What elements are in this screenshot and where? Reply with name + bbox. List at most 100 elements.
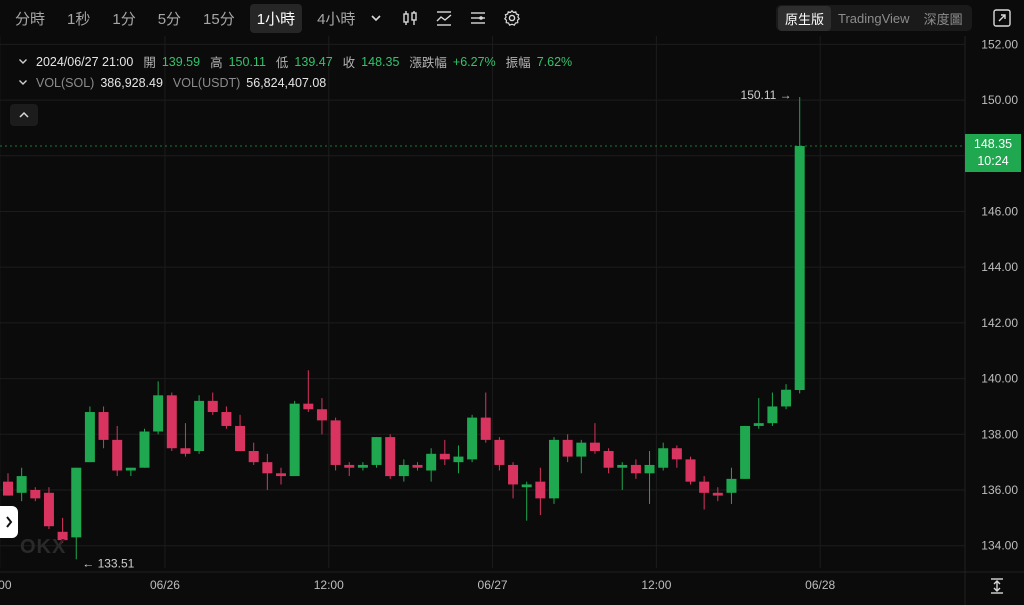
candlestick-type-icon[interactable]	[400, 8, 420, 28]
candle-up	[467, 417, 478, 460]
candle-up	[194, 400, 205, 452]
timeframe-tab-15m[interactable]: 15分	[203, 10, 235, 28]
max-price-label: 150.11 →	[741, 88, 792, 102]
timeframe-tab-1s[interactable]: 1秒	[67, 10, 91, 28]
candle-up	[767, 406, 778, 424]
chevron-down-icon[interactable]	[18, 55, 28, 69]
chevron-down-icon[interactable]	[18, 76, 28, 90]
candle-down	[98, 412, 109, 440]
open-label: 開	[143, 56, 156, 70]
candle-up	[16, 476, 27, 493]
timeframe-tab-1m[interactable]: 1分	[112, 10, 136, 28]
view-tab-native[interactable]: 原生版	[778, 5, 832, 31]
y-tick-label: 152.00	[981, 37, 1018, 51]
close-label: 收	[342, 56, 356, 70]
volume-info-row: VOL(SOL) 386,928.49 VOL(USDT) 56,824,407…	[18, 76, 336, 90]
candle-up	[521, 484, 532, 488]
chart-view-switch: 原生版 TradingView 深度圖	[776, 5, 972, 31]
chart-toolbar: 分時 1秒 1分 5分 15分 1小時 4小時	[0, 0, 1024, 36]
x-tick-label: 06/27	[478, 578, 508, 592]
timeframe-tab-intraday[interactable]: 分時	[15, 10, 46, 28]
fullscreen-icon	[993, 9, 1011, 27]
candle-down	[207, 400, 218, 413]
candle-down	[276, 473, 286, 477]
timeframe-tab-1h[interactable]: 1小時	[249, 3, 303, 33]
candle-up	[125, 467, 136, 471]
min-price-label: ← 133.51	[82, 556, 134, 570]
vertical-resize-icon	[991, 578, 1003, 594]
fullscreen-button[interactable]	[990, 6, 1014, 30]
candle-down	[699, 481, 710, 493]
candle-up	[153, 395, 164, 432]
y-tick-label: 138.00	[981, 427, 1018, 441]
view-tab-depth[interactable]: 深度圖	[923, 11, 963, 27]
candle-down	[630, 464, 641, 474]
collapse-info-button[interactable]	[10, 104, 38, 126]
amplitude-value: 7.62%	[536, 54, 573, 69]
candle-down	[303, 403, 314, 410]
x-tick-label: 2:00	[0, 578, 12, 592]
y-tick-label: 146.00	[981, 204, 1018, 218]
candle-down	[180, 448, 191, 454]
candle-up	[617, 464, 628, 468]
candle-down	[439, 453, 450, 460]
timeframe-tab-4h[interactable]: 4小時	[317, 10, 356, 28]
candle-up	[139, 431, 150, 468]
settings-gear-icon[interactable]	[502, 8, 522, 28]
open-value: 139.59	[161, 54, 201, 69]
change-value: +6.27%	[452, 54, 496, 69]
candle-up	[781, 389, 792, 407]
candle-down	[508, 464, 519, 485]
high-label: 高	[210, 56, 223, 70]
candle-up	[576, 442, 587, 457]
candle-down	[412, 464, 423, 468]
y-tick-label: 150.00	[981, 93, 1018, 107]
candle-down	[316, 409, 327, 421]
chevron-down-icon[interactable]	[366, 8, 386, 28]
candle-down	[30, 490, 41, 499]
candle-up	[357, 464, 368, 468]
watermark-logo: OKX	[20, 536, 67, 558]
candle-down	[589, 442, 600, 452]
last-price-value: 148.35	[973, 137, 1013, 152]
candle-up	[740, 425, 751, 479]
low-label: 低	[275, 56, 289, 70]
candle-down	[3, 481, 13, 496]
timeframe-tab-5m[interactable]: 5分	[157, 10, 182, 28]
candle-down	[166, 395, 177, 449]
candle-up	[658, 448, 669, 468]
candle-down	[248, 451, 259, 463]
candle-down	[43, 492, 54, 527]
y-tick-label: 134.00	[981, 539, 1018, 553]
axis-scale-button[interactable]	[987, 575, 1007, 597]
candle-up	[753, 423, 764, 426]
candle-down	[603, 451, 614, 468]
x-tick-label: 12:00	[314, 578, 344, 592]
candle-down	[221, 412, 232, 426]
y-tick-label: 142.00	[981, 316, 1018, 330]
candle-down	[712, 492, 723, 496]
ohlc-info-row: 2024/06/27 21:00 開 139.59 高 150.11 低 139…	[18, 52, 582, 71]
vol-sol-value: 386,928.49	[100, 76, 163, 90]
candle-countdown: 10:24	[977, 154, 1009, 169]
candle-down	[671, 448, 682, 460]
candle-down	[562, 439, 573, 457]
candle-down	[685, 459, 696, 482]
y-tick-label: 144.00	[981, 260, 1018, 274]
last-price-tag: 148.35 10:24	[965, 134, 1021, 173]
drawing-tools-icon[interactable]	[468, 8, 488, 28]
y-tick-label: 140.00	[981, 372, 1018, 386]
view-tab-tradingview[interactable]: TradingView	[838, 10, 910, 26]
x-tick-label: 06/28	[805, 578, 835, 592]
candle-up	[644, 464, 655, 474]
vol-usdt-label: VOL(USDT)	[172, 76, 241, 90]
chevron-up-icon	[19, 111, 29, 118]
indicator-icon[interactable]	[434, 8, 454, 28]
candle-up	[71, 467, 82, 538]
expand-sidebar-button[interactable]	[0, 506, 18, 538]
candle-up	[726, 478, 737, 493]
candle-down	[112, 439, 123, 471]
high-value: 150.11	[228, 54, 266, 69]
vol-usdt-value: 56,824,407.08	[246, 76, 327, 90]
